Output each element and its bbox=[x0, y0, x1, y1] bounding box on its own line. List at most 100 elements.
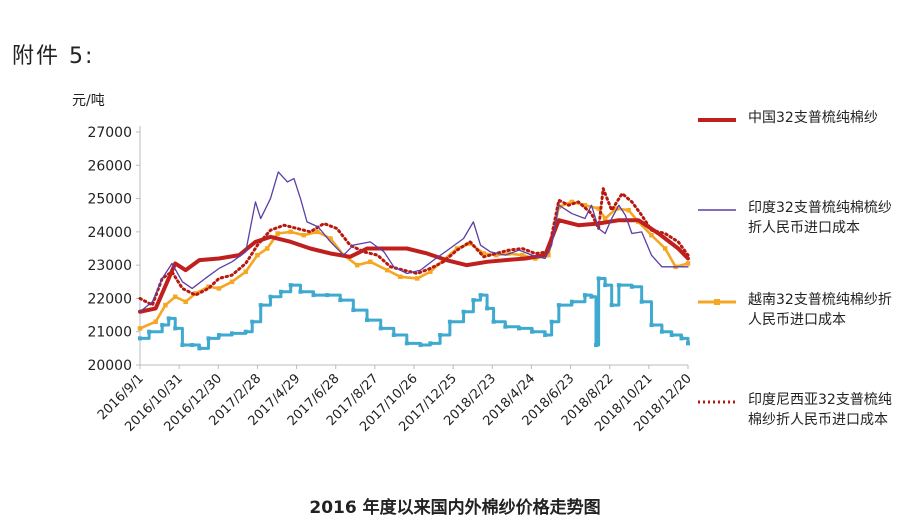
data-point-lower bbox=[659, 329, 664, 334]
data-point-vietnam bbox=[613, 206, 619, 211]
data-point-vietnam bbox=[255, 252, 260, 258]
data-point-vietnam bbox=[315, 229, 320, 235]
data-point-vietnam bbox=[415, 276, 420, 281]
data-point-vietnam bbox=[288, 229, 293, 235]
legend-label-indonesia: 印度尼西亚32支普梳纯棉纱折人民币进口成本 bbox=[748, 392, 892, 428]
data-point-lower bbox=[530, 329, 535, 334]
data-point-vietnam bbox=[183, 299, 188, 305]
data-point-vietnam bbox=[172, 294, 178, 300]
legend-label-vietnam: 越南32支普梳纯棉纱折人民币进口成本 bbox=[748, 292, 892, 328]
data-point-vietnam bbox=[685, 261, 691, 266]
data-point-lower bbox=[365, 318, 370, 323]
data-point-lower bbox=[258, 303, 263, 308]
data-point-lower bbox=[679, 336, 684, 341]
data-point-vietnam bbox=[602, 216, 608, 221]
data-point-lower bbox=[325, 293, 330, 298]
data-point-vietnam bbox=[368, 259, 373, 265]
series-line-india bbox=[139, 171, 689, 313]
data-point-vietnam bbox=[662, 246, 668, 251]
data-point-vietnam bbox=[153, 319, 158, 324]
series-line-indonesia bbox=[138, 187, 690, 307]
data-point-lower bbox=[517, 326, 522, 331]
data-point-lower bbox=[461, 309, 466, 314]
data-point-vietnam bbox=[301, 232, 306, 238]
data-point-lower bbox=[616, 283, 621, 288]
data-point-lower bbox=[669, 333, 674, 338]
data-point-lower bbox=[686, 341, 690, 346]
data-point-lower bbox=[197, 346, 202, 351]
series-line-lower bbox=[138, 276, 690, 350]
data-point-lower bbox=[447, 319, 452, 324]
chart-caption: 2016 年度以来国内外棉纱价格走势图 bbox=[309, 498, 601, 518]
y-tick-label: 27000 bbox=[87, 125, 132, 141]
data-point-lower bbox=[589, 294, 594, 299]
y-tick-label: 24000 bbox=[87, 225, 132, 241]
y-tick-label: 23000 bbox=[87, 258, 132, 274]
data-point-vietnam bbox=[264, 246, 270, 251]
data-point-vietnam bbox=[493, 252, 499, 258]
data-point-lower bbox=[471, 298, 476, 303]
data-point-lower bbox=[639, 299, 644, 304]
legend-label-china: 中国32支普梳纯棉纱 bbox=[748, 110, 878, 126]
data-point-lower bbox=[569, 299, 574, 304]
data-point-lower bbox=[629, 284, 634, 289]
data-point-lower bbox=[206, 336, 211, 341]
data-point-lower bbox=[603, 283, 608, 288]
data-point-lower bbox=[438, 333, 443, 338]
y-tick-label: 20000 bbox=[87, 358, 132, 374]
data-point-vietnam bbox=[275, 231, 280, 236]
data-point-lower bbox=[173, 326, 178, 331]
data-point-lower bbox=[549, 319, 554, 324]
data-point-lower bbox=[338, 298, 343, 303]
data-point-vietnam bbox=[569, 199, 575, 205]
data-point-vietnam bbox=[328, 236, 333, 241]
data-point-vietnam bbox=[649, 232, 654, 238]
data-point-lower bbox=[428, 341, 433, 346]
data-point-lower bbox=[190, 343, 195, 348]
data-point-vietnam bbox=[216, 286, 222, 291]
data-point-lower bbox=[649, 323, 654, 328]
y-tick-label: 21000 bbox=[87, 325, 132, 341]
legend-swatch-vietnam bbox=[698, 299, 736, 305]
data-point-vietnam bbox=[428, 269, 433, 275]
data-point-lower bbox=[582, 293, 587, 298]
data-point-vietnam bbox=[243, 269, 248, 275]
series-line-china bbox=[138, 218, 690, 314]
data-point-vietnam bbox=[354, 262, 360, 268]
data-point-lower bbox=[478, 293, 483, 298]
data-point-lower bbox=[243, 329, 248, 334]
data-point-vietnam bbox=[137, 326, 143, 331]
y-tick-label: 26000 bbox=[87, 158, 132, 174]
legend-swatch-china bbox=[698, 118, 736, 122]
data-point-vietnam bbox=[193, 291, 198, 296]
data-point-vietnam bbox=[626, 207, 631, 213]
data-point-lower bbox=[250, 319, 255, 324]
data-point-lower bbox=[596, 276, 601, 281]
data-point-lower bbox=[485, 306, 490, 311]
data-point-lower bbox=[391, 333, 396, 338]
data-point-vietnam bbox=[229, 279, 235, 285]
legend-swatch-india bbox=[698, 209, 736, 211]
data-point-lower bbox=[268, 294, 273, 299]
data-point-lower bbox=[288, 283, 293, 288]
data-point-vietnam bbox=[546, 252, 551, 258]
data-point-lower bbox=[556, 303, 561, 308]
data-point-lower bbox=[491, 319, 496, 324]
data-point-lower bbox=[147, 329, 152, 334]
data-point-lower bbox=[351, 308, 356, 313]
data-point-vietnam bbox=[398, 274, 403, 280]
data-point-vietnam bbox=[520, 252, 525, 258]
data-point-lower bbox=[166, 316, 171, 321]
attachment-label: 附件 5: bbox=[12, 44, 95, 69]
y-axis-unit-label: 元/吨 bbox=[72, 93, 105, 109]
data-point-lower bbox=[311, 293, 316, 298]
data-point-vietnam bbox=[163, 302, 168, 308]
data-point-vietnam bbox=[596, 206, 601, 211]
data-point-lower bbox=[180, 343, 185, 348]
x-axis: 2016/9/12016/10/312016/12/302017/2/28201… bbox=[95, 364, 695, 435]
plot-area bbox=[137, 171, 691, 351]
data-point-vietnam bbox=[582, 202, 588, 208]
data-point-vietnam bbox=[385, 267, 390, 273]
data-point-lower bbox=[594, 343, 599, 348]
